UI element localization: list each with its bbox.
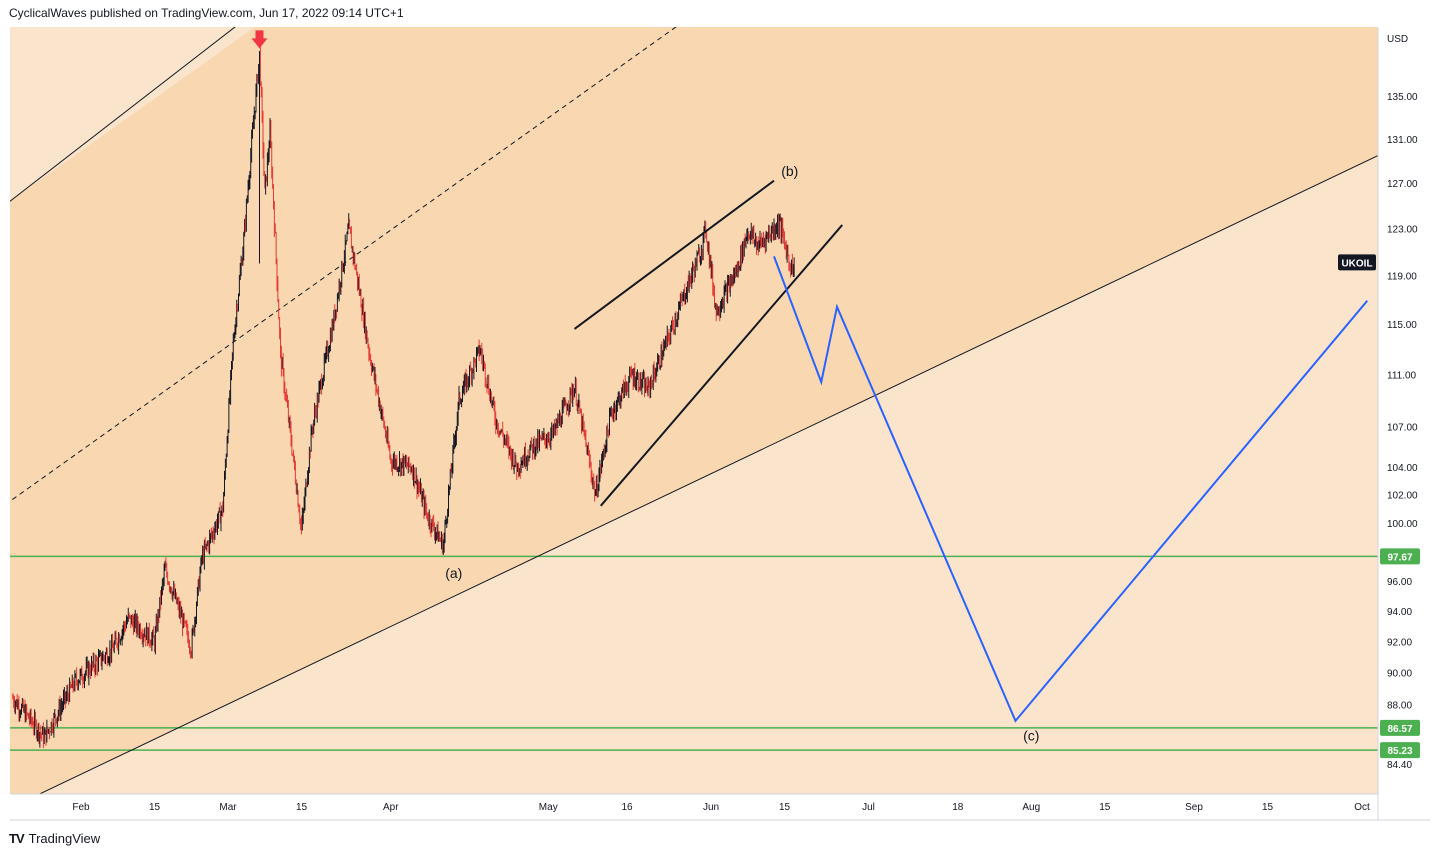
- x-tick-label: 15: [296, 802, 308, 813]
- wedge-lower-line[interactable]: [599, 224, 844, 507]
- svg-text:97.67: 97.67: [1387, 552, 1412, 563]
- y-tick-label: 115.00: [1387, 320, 1417, 331]
- symbol-badge[interactable]: UKOIL: [1338, 254, 1376, 271]
- y-tick-label: 131.00: [1387, 135, 1418, 146]
- x-tick-label: Sep: [1185, 802, 1203, 813]
- x-tick-label: 15: [1262, 802, 1274, 813]
- y-tick-label: 104.00: [1387, 463, 1418, 474]
- price-label[interactable]: 97.67: [1380, 548, 1420, 565]
- footer-brand[interactable]: TV TradingView: [9, 831, 100, 846]
- price-pane: (a) (b) (c): [5, 0, 1383, 810]
- x-tick-label: Apr: [383, 802, 399, 813]
- x-tick-label: 15: [779, 802, 791, 813]
- channel-middle-dashed-line[interactable]: [5, 0, 1383, 505]
- x-tick-label: Oct: [1354, 802, 1370, 813]
- x-tick-label: 15: [1099, 802, 1111, 813]
- channel-inner-band: [10, 27, 1378, 794]
- wave-label[interactable]: (c): [1023, 728, 1039, 744]
- peak-arrow-icon[interactable]: [251, 30, 268, 49]
- y-tick-label: 100.00: [1387, 519, 1418, 530]
- svg-text:UKOIL: UKOIL: [1341, 258, 1372, 269]
- wave-label[interactable]: (a): [445, 565, 462, 581]
- publisher-line: CyclicalWaves published on TradingView.c…: [9, 6, 404, 20]
- y-tick-label: 94.00: [1387, 607, 1412, 618]
- price-axis[interactable]: USD 135.00 131.00 127.00 123.00 119.00 115.00…: [1338, 27, 1420, 820]
- currency-label: USD: [1387, 34, 1408, 45]
- svg-text:85.23: 85.23: [1387, 746, 1412, 757]
- y-tick-label: 96.00: [1387, 577, 1412, 588]
- x-tick-label: Jul: [862, 802, 875, 813]
- y-tick-label: 90.00: [1387, 669, 1412, 680]
- price-label[interactable]: 85.23: [1380, 742, 1420, 759]
- y-tick-label: 107.00: [1387, 423, 1418, 434]
- y-tick-label: 84.40: [1387, 760, 1412, 771]
- wave-label[interactable]: (b): [781, 163, 798, 179]
- x-tick-label: Mar: [219, 802, 237, 813]
- x-tick-label: Feb: [72, 802, 90, 813]
- y-tick-label: 135.00: [1387, 92, 1418, 103]
- y-tick-label: 92.00: [1387, 637, 1412, 648]
- x-tick-label: 15: [149, 802, 161, 813]
- svg-text:86.57: 86.57: [1387, 724, 1412, 735]
- x-tick-label: 16: [621, 802, 633, 813]
- projection-path[interactable]: [773, 256, 1369, 723]
- x-tick-label: May: [539, 802, 558, 813]
- y-tick-label: 123.00: [1387, 224, 1418, 235]
- y-tick-label: 119.00: [1387, 271, 1417, 282]
- y-tick-label: 102.00: [1387, 491, 1418, 502]
- time-axis[interactable]: Feb 15 Mar 15 Apr May 16 Jun 15 Jul 18 Aug 15 Sep 15 Oc…: [10, 793, 1378, 813]
- brand-name: TradingView: [28, 831, 101, 846]
- y-tick-label: 88.00: [1387, 701, 1412, 712]
- y-tick-label: 127.00: [1387, 179, 1418, 190]
- wedge-upper-line[interactable]: [573, 179, 775, 330]
- x-tick-label: Aug: [1022, 802, 1040, 813]
- channel-lower-line[interactable]: [5, 153, 1383, 810]
- x-tick-label: Jun: [703, 802, 719, 813]
- price-label[interactable]: 86.57: [1380, 719, 1420, 736]
- y-tick-label: 111.00: [1387, 370, 1417, 381]
- x-tick-label: 18: [952, 802, 964, 813]
- candles: [12, 45, 795, 749]
- channel-upper-line[interactable]: [5, 0, 1383, 205]
- tradingview-logo-icon: TV: [9, 831, 25, 846]
